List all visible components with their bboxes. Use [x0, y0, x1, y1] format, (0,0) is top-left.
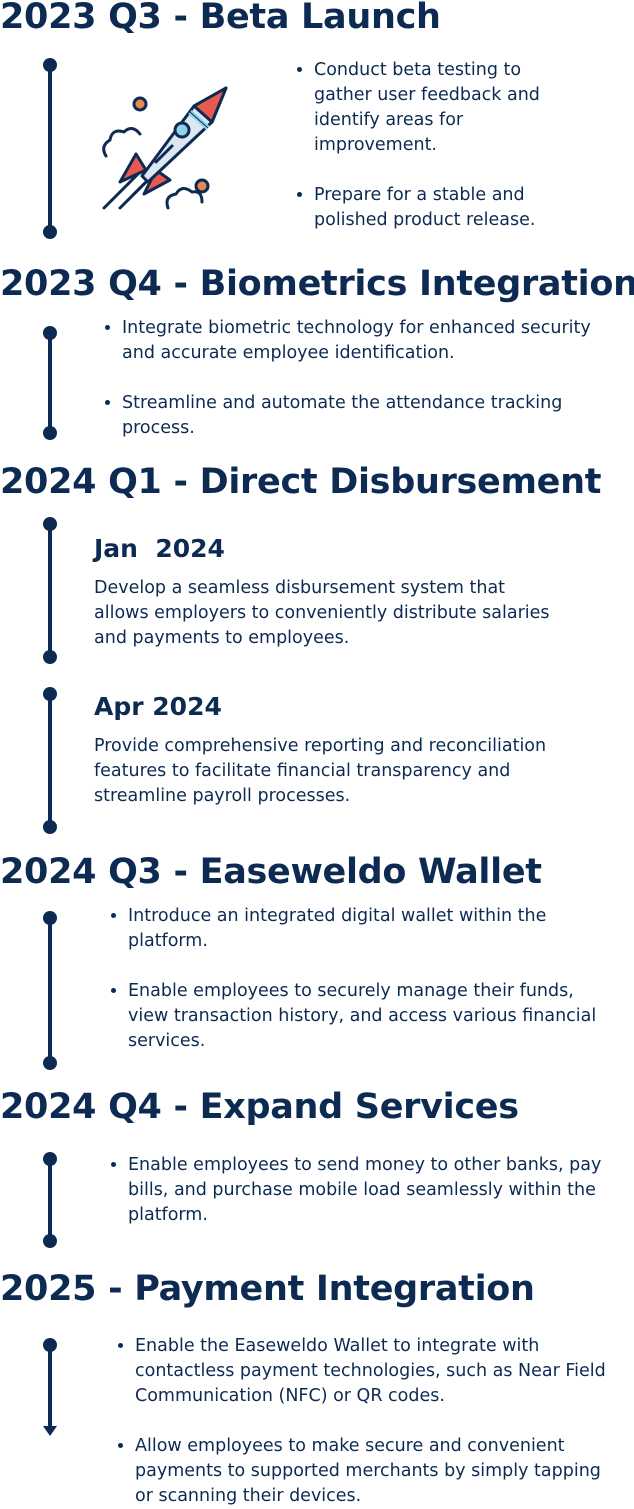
bullet-list: Enable the Easeweldo Wallet to integrate… [117, 1334, 615, 1509]
bullet-list: Enable employees to send money to other … [110, 1153, 618, 1228]
bullet-list: Introduce an integrated digital wallet w… [110, 904, 608, 1054]
timeline-dot [43, 1056, 57, 1070]
list-item: Introduce an integrated digital wallet w… [128, 904, 608, 954]
rocket-icon [102, 86, 228, 210]
section-title-payment-integration: 2025 - Payment Integration [0, 1269, 535, 1309]
entry-description: Develop a seamless disbursement system t… [94, 578, 550, 648]
list-item: Allow employees to make secure and conve… [135, 1434, 615, 1509]
section-title-biometrics-integration: 2023 Q4 - Biometrics Integration [0, 264, 634, 304]
timeline-dot [43, 225, 57, 239]
entry-date: Jan 2024 [94, 534, 225, 563]
timeline-marker [43, 1152, 57, 1250]
timeline-dot [43, 426, 57, 440]
timeline-marker [43, 58, 57, 240]
timeline-marker [43, 1338, 57, 1440]
bullet-list: Integrate biometric technology for enhan… [104, 316, 592, 441]
entry-description: Provide comprehensive reporting and reco… [94, 736, 547, 806]
timeline-line [48, 1345, 52, 1430]
timeline-marker [43, 687, 57, 837]
list-item: Streamline and automate the attendance t… [122, 391, 592, 441]
timeline-line [48, 65, 52, 233]
timeline-line [48, 333, 52, 433]
timeline-dot [43, 820, 57, 834]
section-title-easeweldo-wallet: 2024 Q3 - Easeweldo Wallet [0, 852, 542, 892]
bullet-list: Conduct beta testing to gather user feed… [296, 58, 580, 233]
timeline-marker [43, 326, 57, 442]
timeline-line [48, 524, 52, 657]
entry-date: Apr 2024 [94, 692, 222, 721]
section-title-beta-launch: 2023 Q3 - Beta Launch [0, 0, 441, 37]
timeline-dot [43, 650, 57, 664]
timeline-dot [43, 1234, 57, 1248]
section-title-direct-disbursement: 2024 Q1 - Direct Disbursement [0, 462, 602, 502]
list-item: Conduct beta testing to gather user feed… [314, 58, 580, 158]
list-item: Enable employees to send money to other … [128, 1153, 618, 1228]
timeline-marker [43, 517, 57, 667]
section-title-expand-services: 2024 Q4 - Expand Services [0, 1087, 519, 1127]
timeline-marker [43, 911, 57, 1071]
timeline-arrow-icon [43, 1426, 57, 1436]
timeline-line [48, 694, 52, 827]
timeline-line [48, 1159, 52, 1241]
list-item: Integrate biometric technology for enhan… [122, 316, 592, 366]
list-item: Enable the Easeweldo Wallet to integrate… [135, 1334, 615, 1409]
list-item: Prepare for a stable and polished produc… [314, 183, 580, 233]
list-item: Enable employees to securely manage thei… [128, 979, 608, 1054]
timeline-line [48, 918, 52, 1063]
